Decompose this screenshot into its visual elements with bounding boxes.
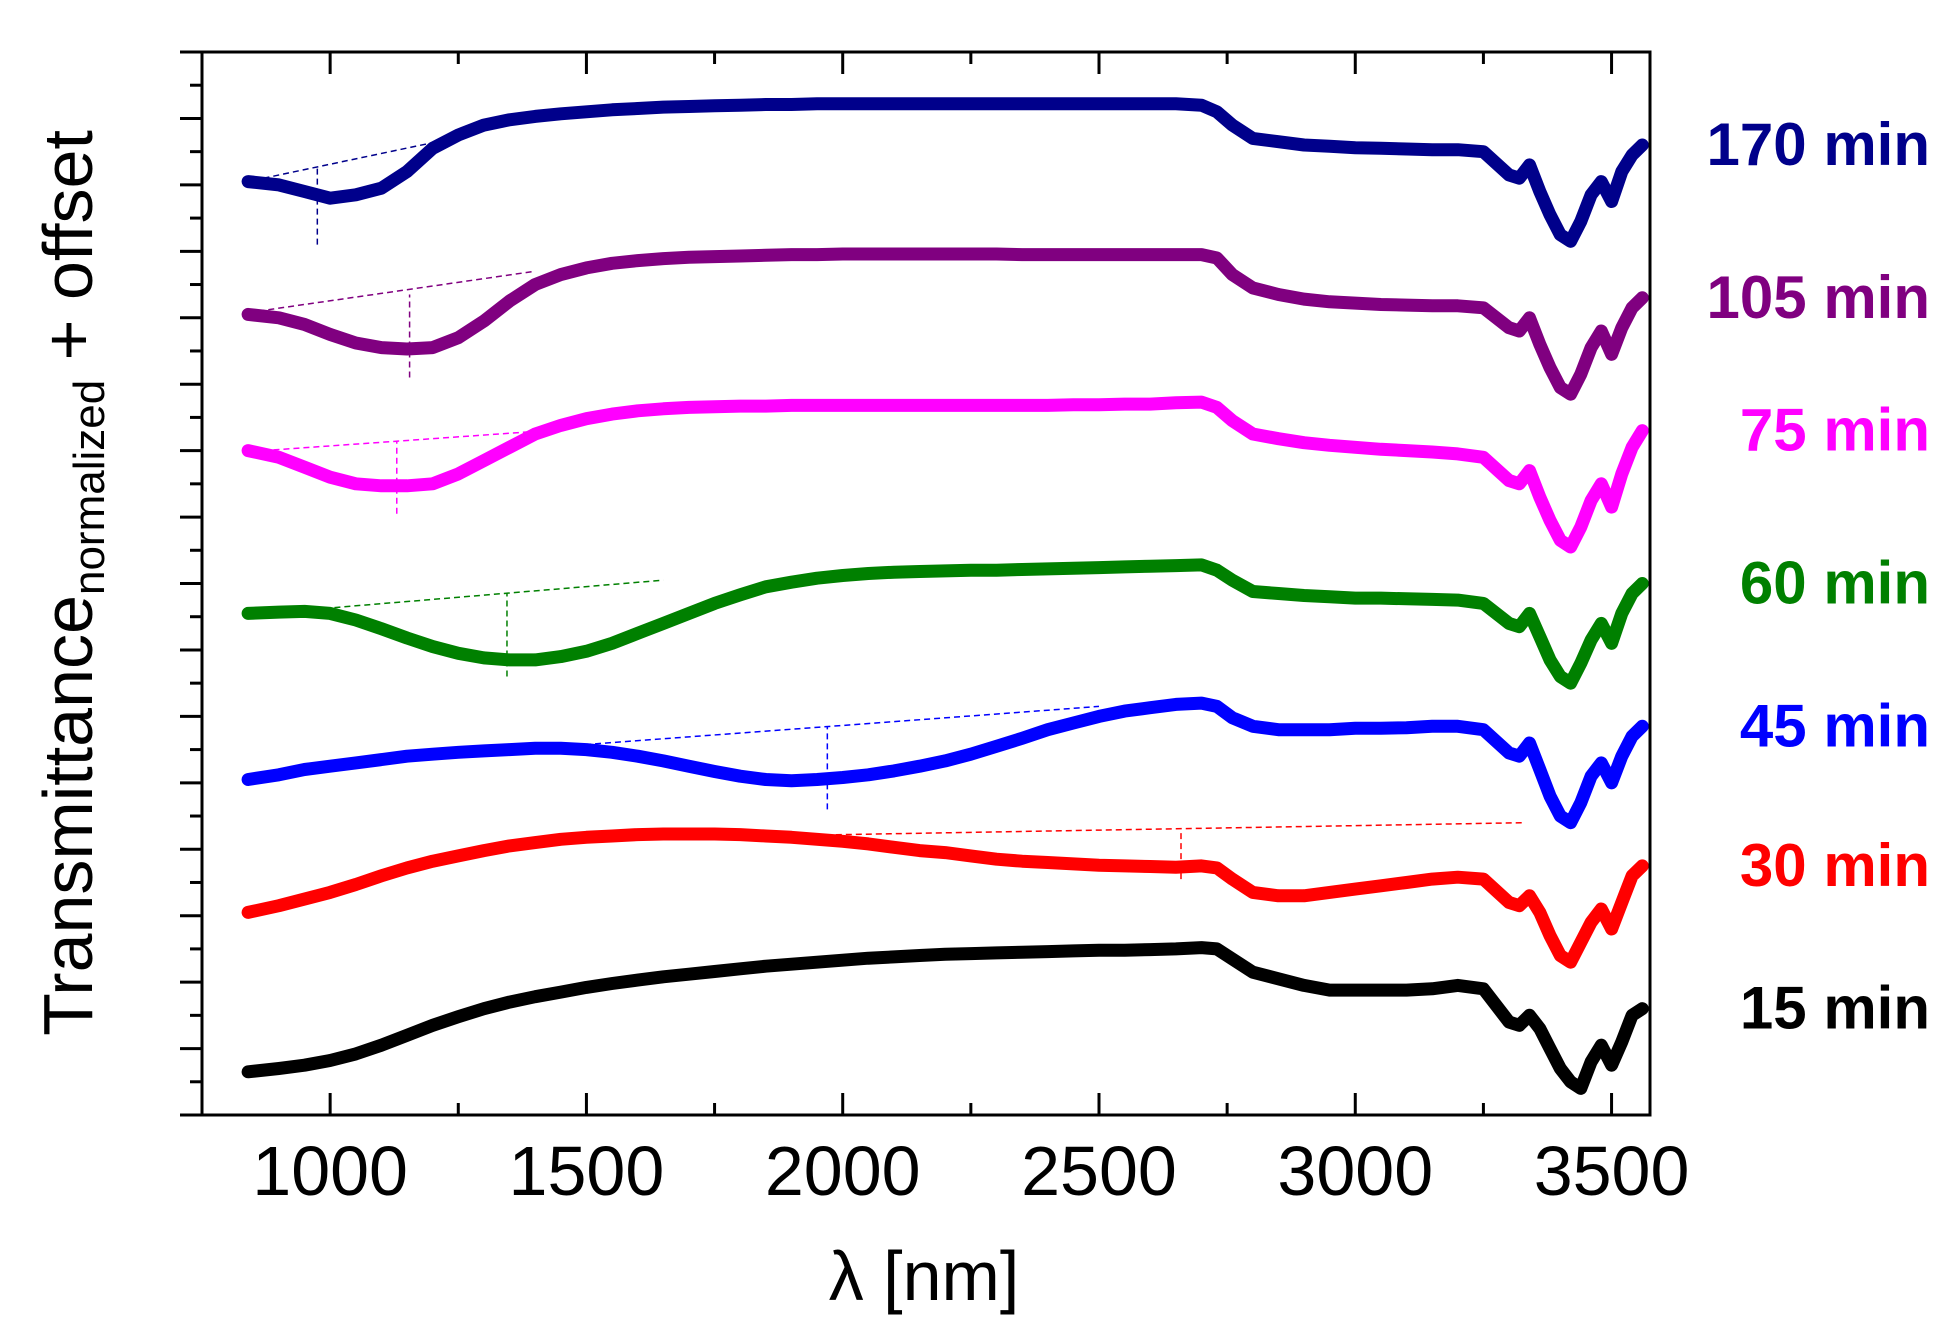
x-axis-ticks <box>200 52 1614 1115</box>
series-label: 30 min <box>1740 832 1930 899</box>
baseline-dashed-line <box>535 705 1100 750</box>
series-line-45-min <box>241 696 1649 830</box>
y-axis-title: Transmittancenormalized + offset <box>29 130 114 1036</box>
series-label: 105 min <box>1707 264 1930 331</box>
series-lines <box>241 97 1649 1095</box>
baseline-dashed-line <box>263 429 546 452</box>
y-axis-title-suffix: + offset <box>29 130 107 380</box>
series-label: 45 min <box>1740 692 1930 759</box>
baseline-dashed-line <box>258 270 536 312</box>
baseline-dashed-line <box>304 579 664 611</box>
series-line-170-min <box>241 97 1649 248</box>
x-axis-title: λ [nm] <box>829 1237 1020 1315</box>
series-line-105-min <box>241 247 1649 401</box>
series-label: 60 min <box>1740 550 1930 617</box>
baseline-dashed-line <box>263 137 454 179</box>
x-tick-label: 1500 <box>509 1132 665 1210</box>
series-line-60-min <box>241 558 1649 690</box>
series-label: 75 min <box>1740 397 1930 464</box>
y-axis-title-sub: normalized <box>65 380 114 595</box>
series-line-75-min <box>241 395 1649 554</box>
series-line-30-min <box>241 827 1649 969</box>
series-label: 170 min <box>1707 111 1930 178</box>
series-label: 15 min <box>1740 975 1930 1042</box>
baseline-dashed-line <box>765 821 1525 837</box>
x-tick-label: 1000 <box>252 1132 408 1210</box>
y-axis-ticks <box>180 50 202 1117</box>
y-axis-title-main: Transmittance <box>29 595 107 1036</box>
x-tick-label: 2000 <box>765 1132 921 1210</box>
x-tick-label: 2500 <box>1021 1132 1177 1210</box>
series-line-15-min <box>241 941 1649 1095</box>
series-labels: 15 min 30 min 45 min 60 min 75 min 105 min 170… <box>1707 111 1930 1042</box>
x-tick-label: 3000 <box>1277 1132 1433 1210</box>
x-tick-label: 3500 <box>1534 1132 1690 1210</box>
x-axis-tick-labels: 1000 1500 2000 2500 3000 3500 <box>252 1132 1689 1210</box>
